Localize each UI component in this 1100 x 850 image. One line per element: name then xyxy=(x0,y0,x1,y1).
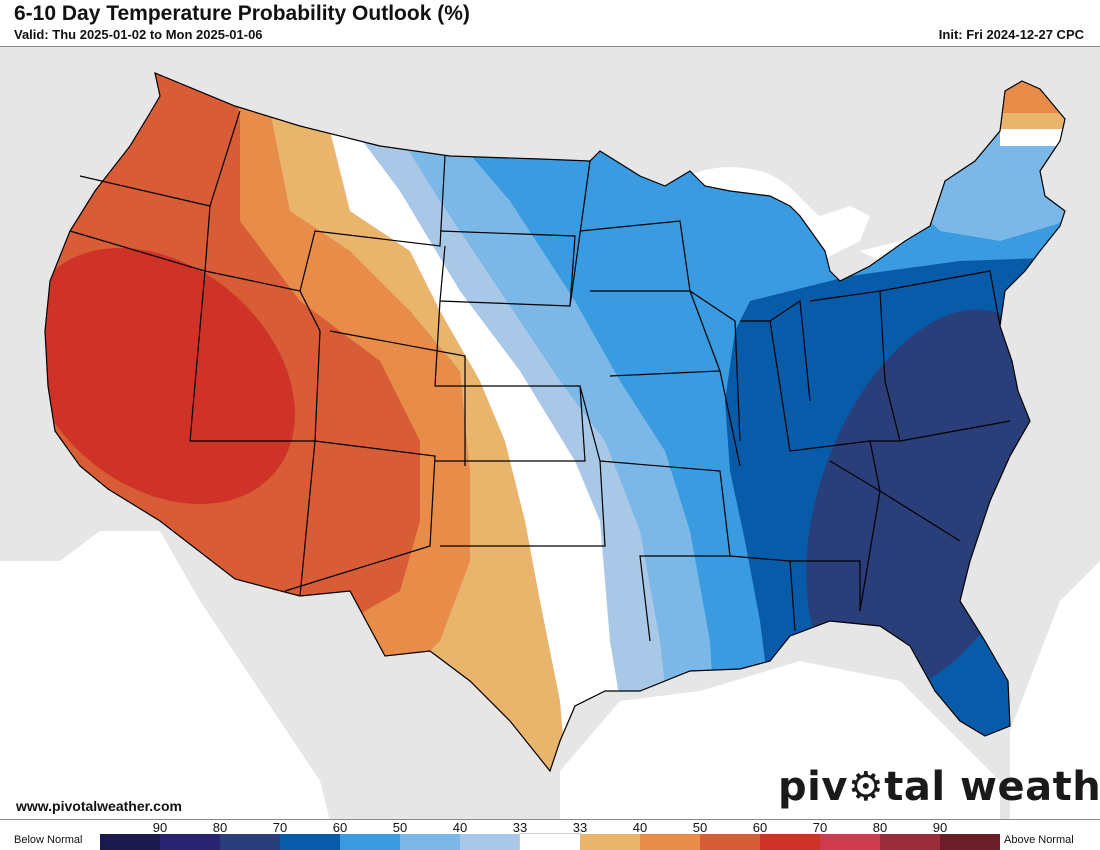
state-borders xyxy=(44,72,1066,773)
legend-tick-label: 50 xyxy=(392,820,408,835)
legend-tick-label: 33 xyxy=(512,820,528,835)
gulf-of-mexico xyxy=(560,661,1000,819)
legend-swatch xyxy=(940,834,1000,850)
legend-swatch xyxy=(580,834,640,850)
outlook-map[interactable] xyxy=(0,46,1100,820)
pivotal-weather-logo: piv⚙tal weather xyxy=(778,764,1100,810)
legend-tick-label: 33 xyxy=(572,820,588,835)
pacific-ocean xyxy=(0,531,330,819)
legend-below-label: Below Normal xyxy=(14,834,83,846)
legend-tick-label: 40 xyxy=(632,820,648,835)
website-url[interactable]: www.pivotalweather.com xyxy=(16,798,182,814)
valid-period: Valid: Thu 2025-01-02 to Mon 2025-01-06 xyxy=(14,27,263,42)
legend-swatch xyxy=(160,834,220,850)
legend-swatch xyxy=(100,834,160,850)
map-canvas xyxy=(0,47,1100,819)
legend-tick-label: 60 xyxy=(332,820,348,835)
legend-swatch xyxy=(340,834,400,850)
legend-swatch xyxy=(400,834,460,850)
legend-tick-label: 70 xyxy=(812,820,828,835)
legend-tick-label: 50 xyxy=(692,820,708,835)
logo-text-left: piv xyxy=(778,764,848,810)
legend-tick-label: 90 xyxy=(932,820,948,835)
legend-swatch xyxy=(280,834,340,850)
legend-tick-label: 90 xyxy=(152,820,168,835)
legend-swatch xyxy=(700,834,760,850)
legend-swatch xyxy=(220,834,280,850)
legend-swatch xyxy=(760,834,820,850)
legend: Below Normal Above Normal 90 80 70 60 50 40 33… xyxy=(0,820,1100,850)
legend-tick-label: 70 xyxy=(272,820,288,835)
legend-tick-label: 40 xyxy=(452,820,468,835)
region-above-70 xyxy=(45,247,295,505)
legend-above-label: Above Normal xyxy=(1004,834,1074,846)
legend-swatch xyxy=(460,834,520,850)
legend-tick-label: 80 xyxy=(212,820,228,835)
header: 6-10 Day Temperature Probability Outlook… xyxy=(0,0,1100,46)
init-time: Init: Fri 2024-12-27 CPC xyxy=(938,27,1084,42)
legend-swatch xyxy=(640,834,700,850)
gear-icon: ⚙ xyxy=(847,764,885,810)
legend-tick-label: 80 xyxy=(872,820,888,835)
legend-swatch xyxy=(820,834,880,850)
legend-tick-label: 60 xyxy=(752,820,768,835)
page-title: 6-10 Day Temperature Probability Outlook… xyxy=(14,2,470,25)
atlantic-ocean xyxy=(1010,561,1100,819)
logo-text-right: tal weather xyxy=(884,764,1100,810)
legend-swatch xyxy=(880,834,940,850)
region-maine-near xyxy=(1000,129,1065,146)
legend-swatch xyxy=(519,833,581,850)
